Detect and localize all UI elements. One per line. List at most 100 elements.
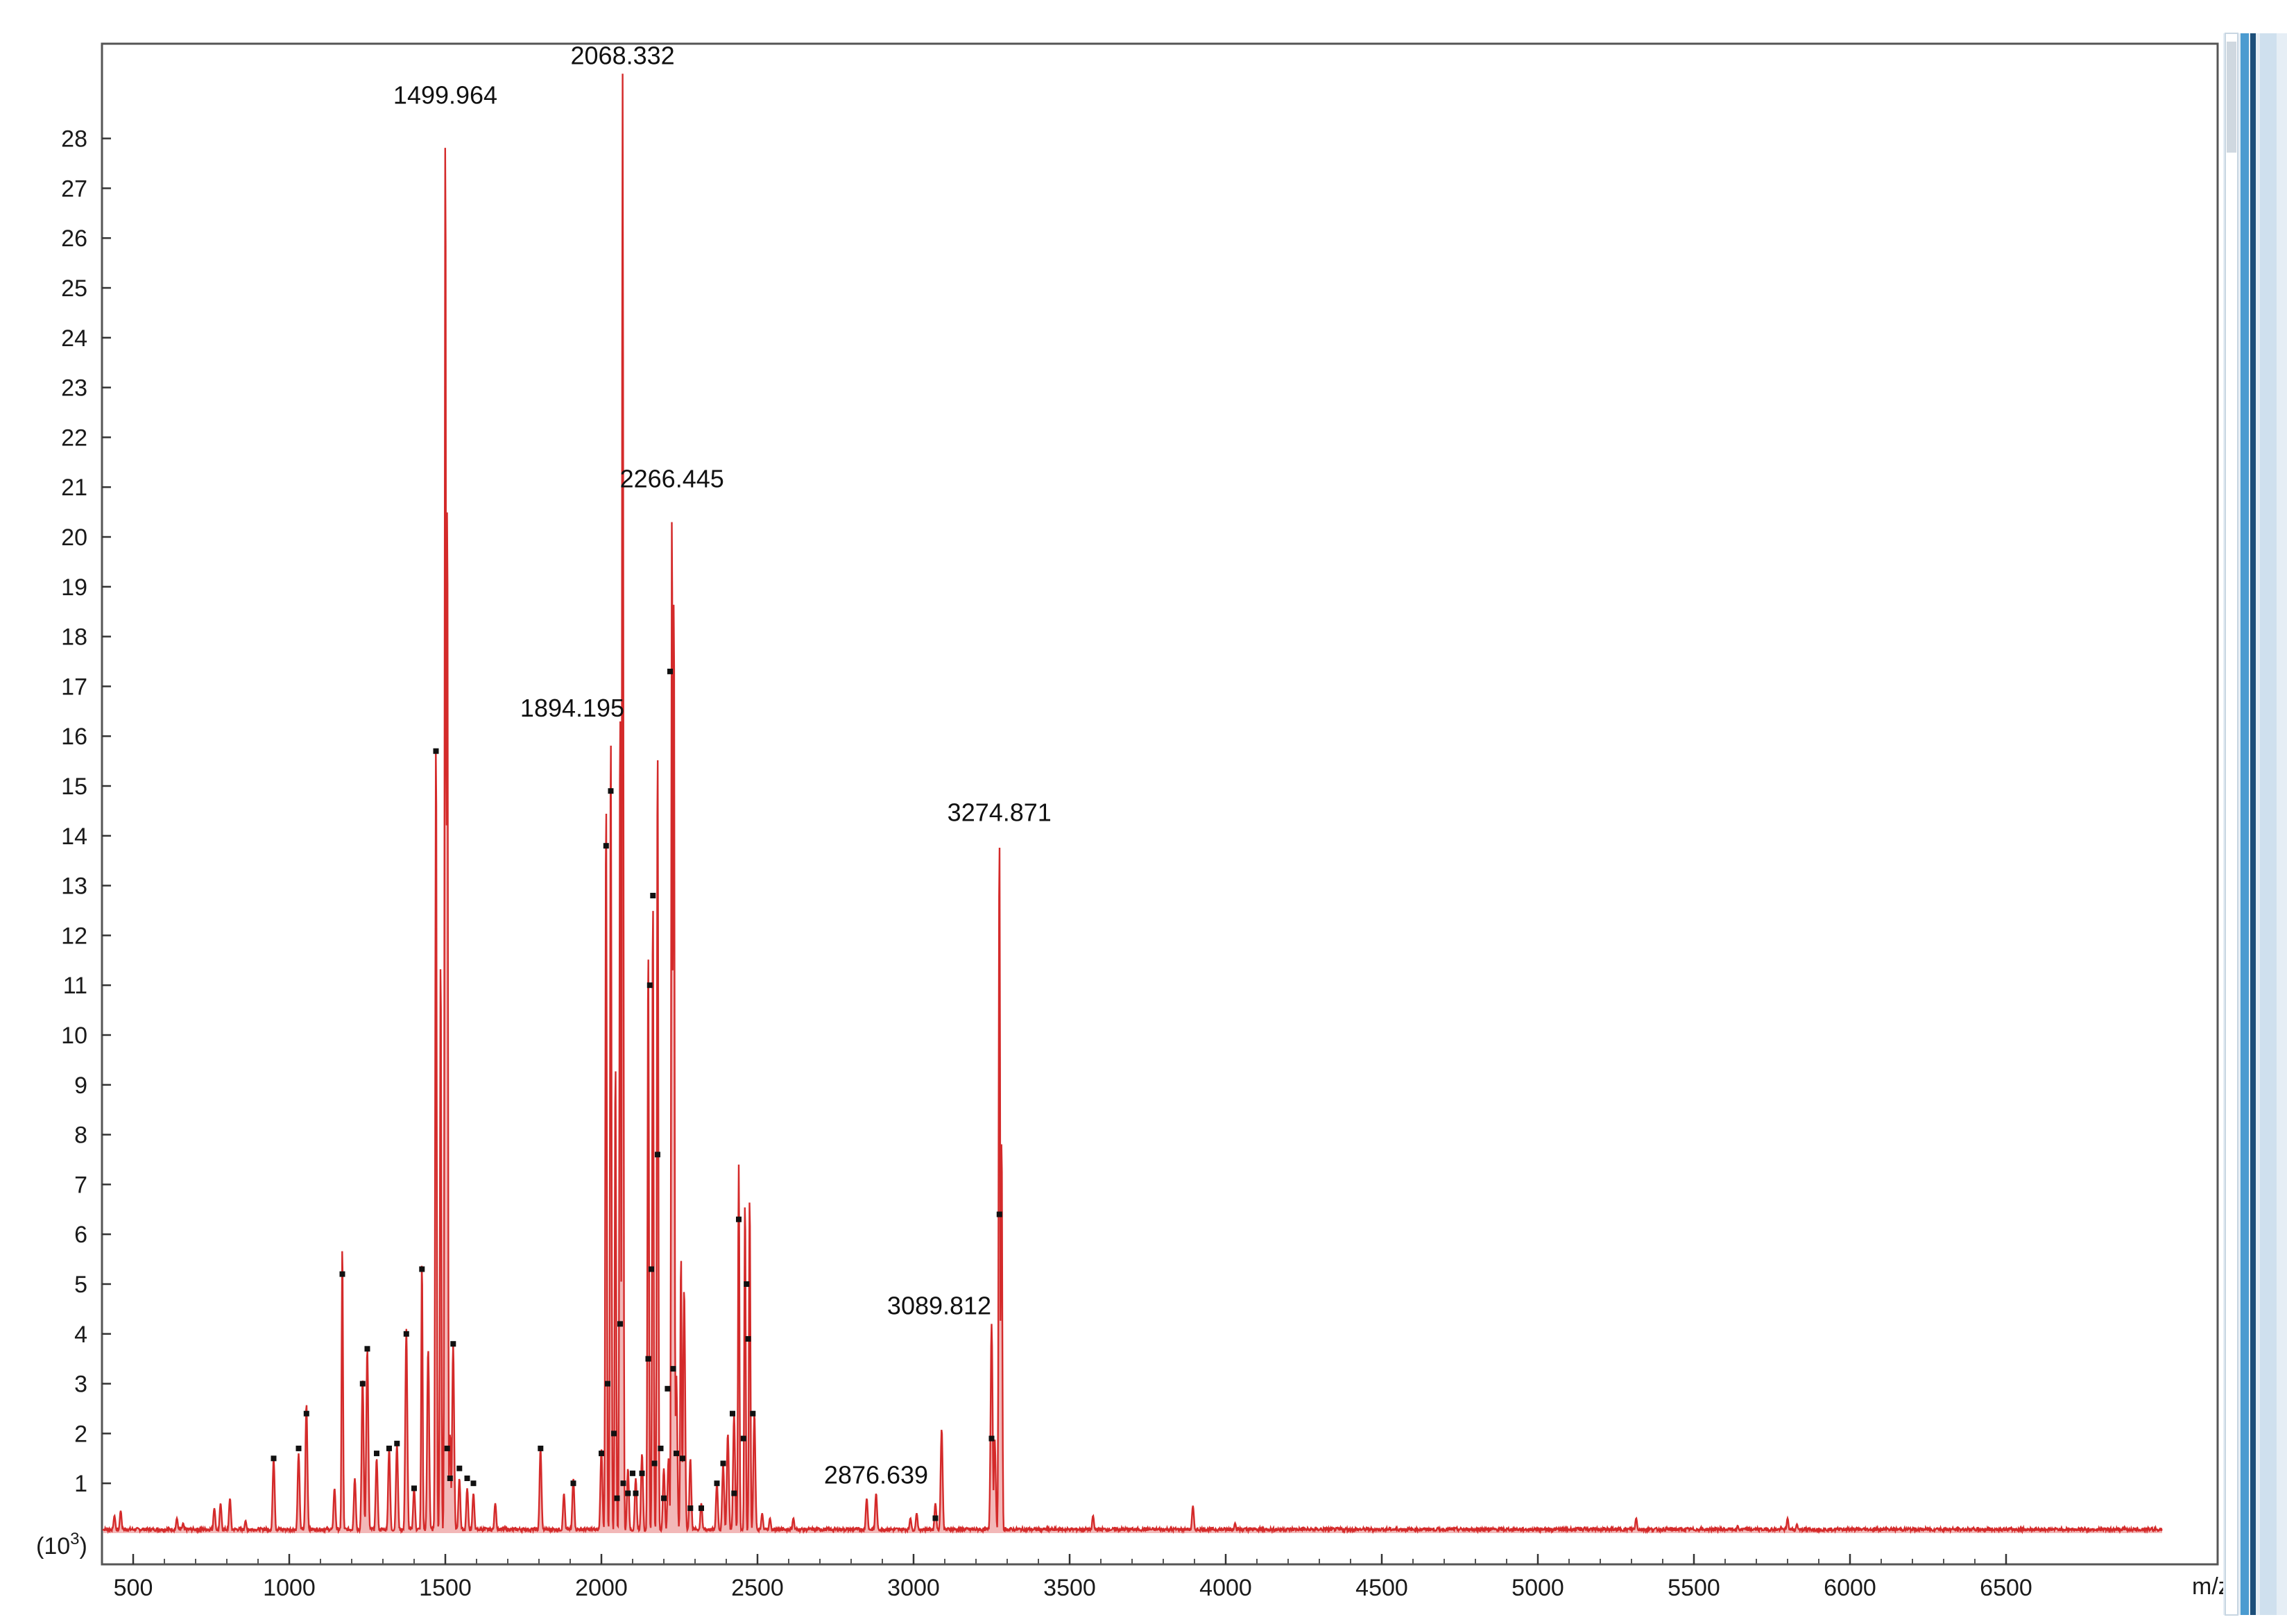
peak-marker <box>444 1445 450 1451</box>
peak-marker <box>720 1460 726 1467</box>
peak-marker <box>996 1211 1002 1217</box>
x-tick-label: 3500 <box>1043 1575 1096 1601</box>
peak-marker <box>740 1435 746 1442</box>
peak-marker <box>614 1495 620 1501</box>
scroll-thumb[interactable] <box>2227 42 2236 153</box>
plot-frame <box>101 42 2219 1566</box>
peak-marker <box>633 1490 639 1496</box>
peak-marker <box>670 1366 676 1372</box>
y-tick-label: 4 <box>74 1322 87 1348</box>
peak-marker <box>339 1271 345 1277</box>
peak-label: 2876.639 <box>824 1461 928 1489</box>
peak-labels: 1499.964 2068.332 2266.445 1894.195 3274.871… <box>393 41 1052 1489</box>
peak-marker <box>661 1495 667 1501</box>
peak-marker <box>630 1470 635 1476</box>
peak-label: 3274.871 <box>948 798 1052 827</box>
y-tick-label: 1 <box>74 1471 87 1497</box>
peak-marker <box>699 1505 704 1512</box>
peak-marker <box>646 982 653 989</box>
y-axis-unit: (103) <box>36 1530 87 1559</box>
y-tick-label: 14 <box>61 823 87 850</box>
peak-marker <box>538 1445 544 1451</box>
x-tick-label: 4500 <box>1355 1575 1408 1601</box>
peak-marker <box>603 843 609 849</box>
scroll-track[interactable] <box>2225 33 2238 1616</box>
peak-marker <box>655 1152 660 1158</box>
x-tick-label: 6500 <box>1980 1575 2032 1601</box>
y-tick-label: 10 <box>61 1023 87 1049</box>
x-tick-label: 500 <box>114 1575 153 1601</box>
peak-marker <box>359 1381 366 1387</box>
peak-marker <box>680 1455 685 1462</box>
y-tick-label: 18 <box>61 624 87 651</box>
x-tick-label: 4000 <box>1199 1575 1252 1601</box>
peak-marker <box>295 1445 302 1451</box>
peak-marker <box>599 1451 604 1457</box>
peak-marker <box>386 1445 392 1451</box>
peak-marker <box>394 1440 400 1446</box>
peak-label: 3089.812 <box>887 1291 991 1319</box>
peak-label: 2068.332 <box>571 41 675 69</box>
peak-marker <box>687 1505 694 1512</box>
peak-marker <box>570 1480 576 1487</box>
peak-marker <box>645 1356 651 1362</box>
y-axis: 1234567891011121314151617181920212223242… <box>61 126 111 1497</box>
peak-marker <box>750 1410 756 1417</box>
y-tick-label: 9 <box>74 1072 87 1099</box>
peak-marker <box>736 1216 742 1222</box>
x-tick-label: 2000 <box>575 1575 628 1601</box>
peak-marker <box>605 1381 610 1387</box>
y-tick-label: 23 <box>61 375 87 402</box>
peak-marker <box>447 1476 453 1481</box>
peak-marker <box>433 748 439 754</box>
y-tick-label: 19 <box>61 574 87 601</box>
y-tick-label: 5 <box>74 1272 87 1298</box>
peak-marker <box>932 1515 939 1521</box>
y-tick-label: 8 <box>74 1122 87 1149</box>
peak-marker <box>620 1480 626 1487</box>
peak-marker <box>731 1490 737 1496</box>
peak-marker <box>464 1476 470 1481</box>
peak-marker <box>303 1410 309 1417</box>
peak-marker <box>650 893 656 898</box>
peak-marker <box>649 1266 654 1272</box>
peak-marker <box>988 1435 995 1442</box>
peak-marker <box>745 1336 751 1342</box>
peak-marker <box>674 1451 679 1457</box>
spectrum-line <box>102 74 2163 1535</box>
peak-marker <box>651 1460 658 1467</box>
y-tick-label: 11 <box>63 973 87 999</box>
y-tick-label: 21 <box>61 475 87 501</box>
peak-marker <box>419 1266 425 1272</box>
y-tick-label: 27 <box>61 176 87 202</box>
y-tick-label: 17 <box>61 674 87 700</box>
divider-bar-dark <box>2250 33 2256 1615</box>
y-tick-label: 12 <box>61 923 87 949</box>
y-tick-label: 15 <box>61 773 87 800</box>
peak-marker <box>364 1346 370 1352</box>
x-tick-label: 1500 <box>419 1575 472 1601</box>
x-axis: 500 1000 1500 2000 2500 3000 3500 4000 4500 5000 5… <box>114 1554 2032 1601</box>
peak-label: 2266.445 <box>620 465 724 493</box>
peak-marker <box>667 668 673 674</box>
x-tick-label: 6000 <box>1824 1575 1876 1601</box>
peak-marker <box>639 1470 645 1476</box>
y-tick-label: 3 <box>74 1371 87 1398</box>
peak-marker <box>450 1341 456 1347</box>
peak-marker <box>730 1410 735 1417</box>
y-tick-label: 13 <box>61 873 87 900</box>
peak-marker <box>744 1281 750 1287</box>
x-tick-label: 5000 <box>1511 1575 1564 1601</box>
peak-marker <box>411 1485 417 1491</box>
peak-marker <box>470 1480 477 1487</box>
peak-label: 1499.964 <box>393 81 497 110</box>
x-tick-label: 3000 <box>887 1575 940 1601</box>
y-tick-label: 16 <box>61 724 87 750</box>
x-tick-label: 2500 <box>731 1575 784 1601</box>
y-tick-label: 28 <box>61 126 87 153</box>
y-tick-label: 7 <box>74 1172 87 1198</box>
scroll-panel[interactable] <box>2223 33 2287 1616</box>
peak-marker <box>611 1430 617 1437</box>
peak-label: 1894.195 <box>520 694 624 722</box>
